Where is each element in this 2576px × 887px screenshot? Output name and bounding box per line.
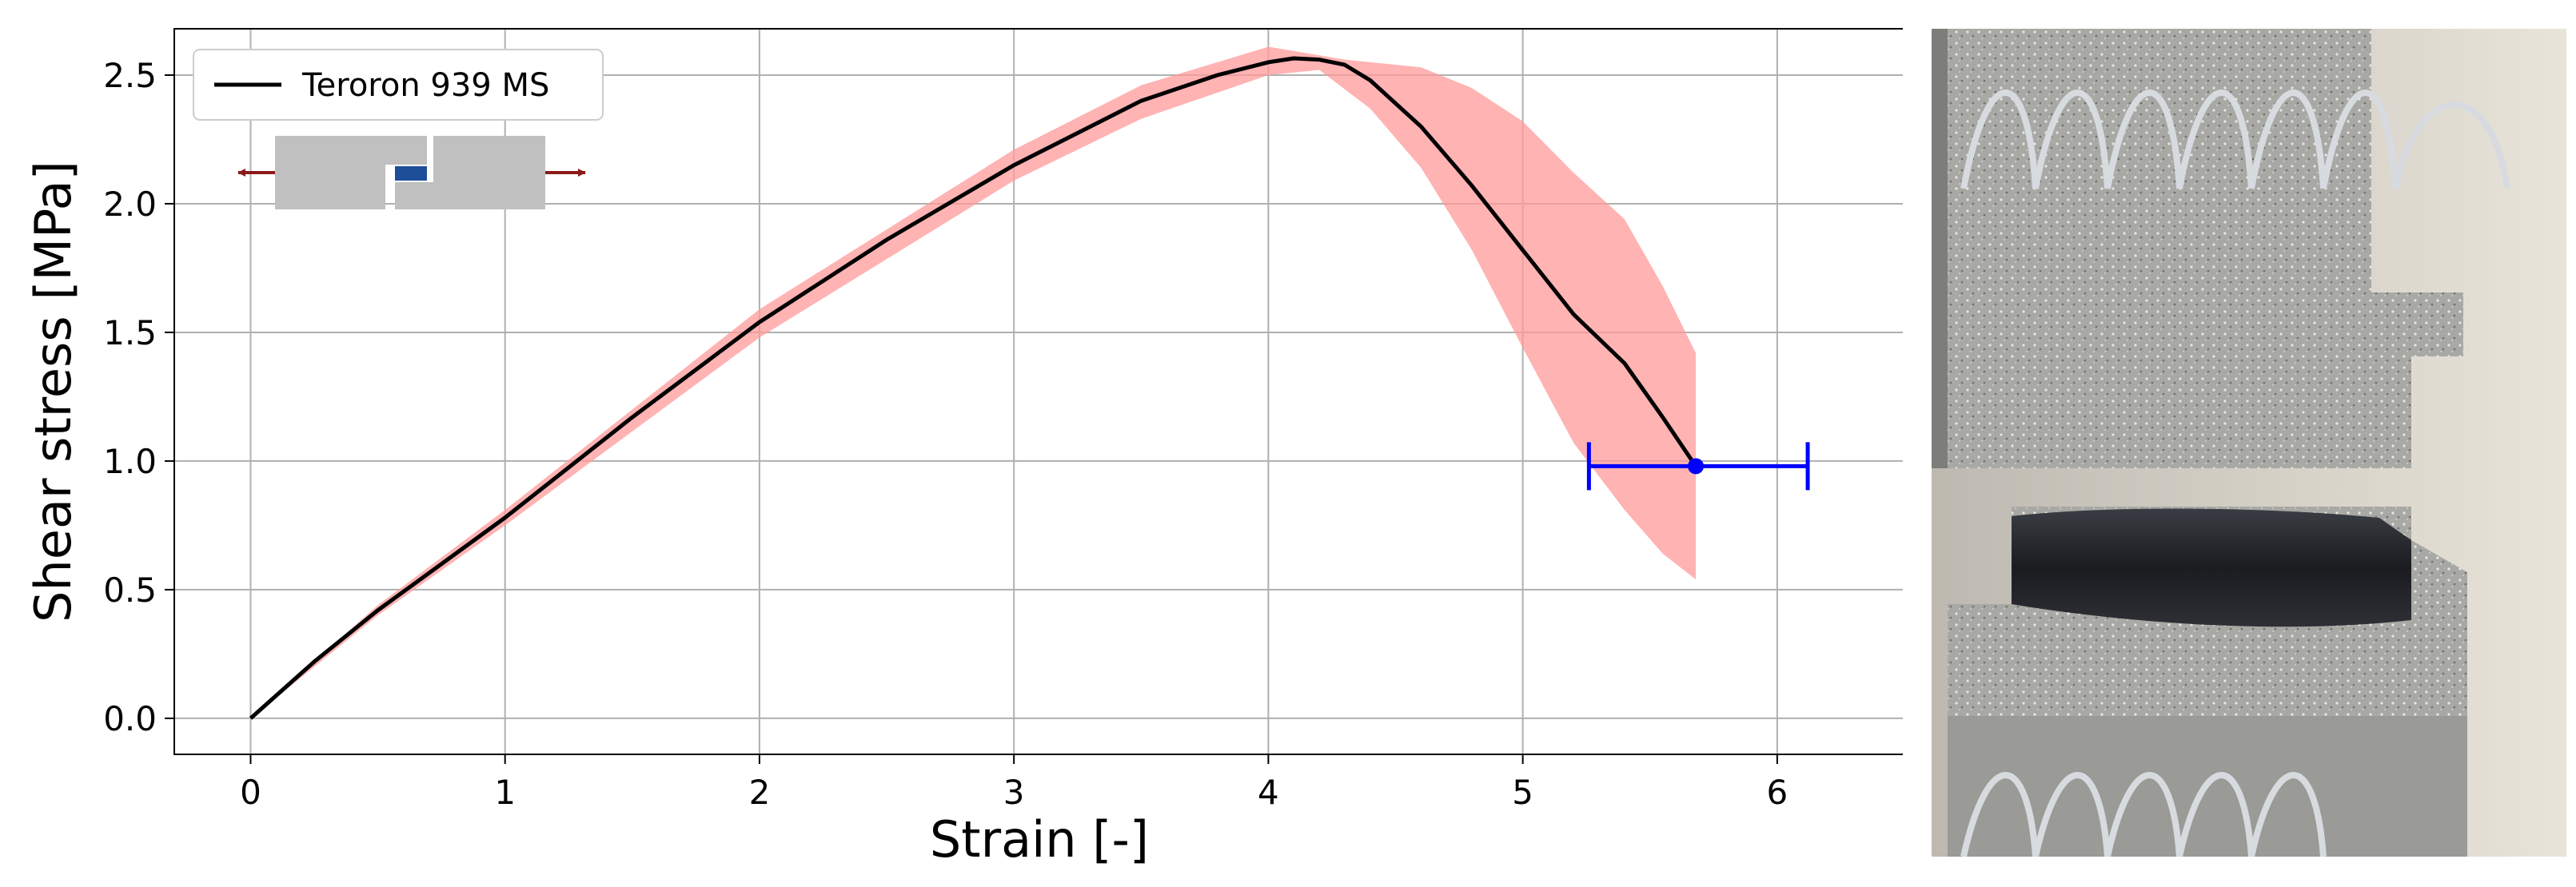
x-tick-label: 2 xyxy=(749,773,771,812)
x-axis-label: Strain [-] xyxy=(930,810,1149,869)
legend-entry: Teroron 939 MS xyxy=(301,67,549,104)
bottom-left-block xyxy=(275,165,385,209)
endpoint-marker xyxy=(1688,458,1705,475)
x-tick-label: 0 xyxy=(240,773,261,812)
axis-ticks: 0 1 2 3 4 5 6 0.0 0.5 1.0 1.5 2.0 2.5 xyxy=(103,56,1788,812)
specimen-inset-icon xyxy=(237,136,586,209)
stress-strain-chart: 0 1 2 3 4 5 6 0.0 0.5 1.0 1.5 2.0 2.5 Strain [-] She… xyxy=(24,28,1903,869)
legend-box xyxy=(193,49,604,121)
y-tick-label: 2.0 xyxy=(103,185,157,224)
lower-spring xyxy=(1960,772,2327,857)
uncertainty-band xyxy=(250,46,1696,718)
y-tick-label: 0.5 xyxy=(103,571,157,610)
x-tick-label: 5 xyxy=(1512,773,1533,812)
y-tick-label: 0.0 xyxy=(103,699,157,738)
bottom-right-block xyxy=(395,182,545,209)
y-axis-label: Shear stress [MPa] xyxy=(24,161,82,622)
y-tick-label: 2.5 xyxy=(103,56,157,95)
top-right-block xyxy=(433,136,545,182)
upper-spring xyxy=(1960,89,2510,189)
specimen-photo xyxy=(1932,29,2566,857)
x-tick-label: 4 xyxy=(1258,773,1279,812)
upper-block-edge xyxy=(1932,29,1948,468)
x-tick-label: 3 xyxy=(1003,773,1025,812)
adhesive-layer xyxy=(395,166,427,181)
series-line-teroron-939-ms xyxy=(249,56,1698,720)
legend: Teroron 939 MS xyxy=(193,49,604,121)
top-left-block xyxy=(275,136,427,165)
endpoint-error-bar xyxy=(1586,442,1810,491)
x-tick-label: 6 xyxy=(1767,773,1788,812)
plot-frame xyxy=(173,28,1903,755)
x-tick-label: 1 xyxy=(494,773,516,812)
y-tick-label: 1.5 xyxy=(103,313,157,352)
adhesive-sample xyxy=(2012,508,2411,627)
y-tick-label: 1.0 xyxy=(103,442,157,481)
